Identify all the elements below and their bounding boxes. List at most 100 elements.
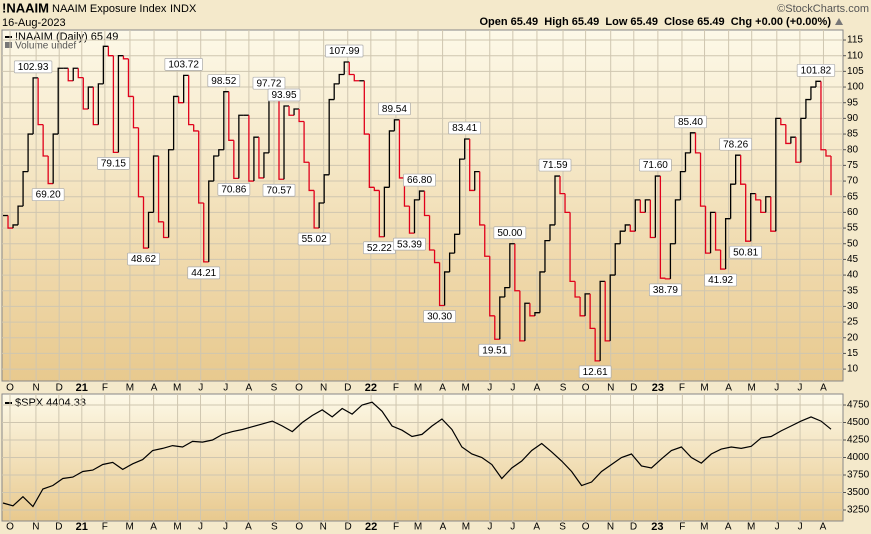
step-segment (659, 176, 666, 279)
step-segment (589, 293, 596, 329)
x-tick-label: 23 (652, 382, 664, 394)
step-segment (825, 149, 831, 157)
value-label: 50.00 (497, 228, 522, 239)
value-label-box (31, 188, 65, 201)
step-segment (499, 296, 505, 340)
step-segment (343, 61, 350, 75)
y-tick-label: 20 (847, 332, 859, 343)
y-tick-label: 30 (847, 301, 859, 312)
value-label: 78.26 (723, 139, 748, 150)
step-segment (112, 55, 119, 154)
x-tick-label: F (102, 383, 108, 394)
value-label: 52.22 (367, 243, 392, 254)
step-segment (318, 202, 325, 229)
step-segment (760, 199, 766, 214)
y-tick-label: 3250 (847, 505, 870, 516)
value-label: 83.41 (452, 123, 477, 134)
step-segment (132, 96, 139, 129)
step-segment (584, 293, 591, 316)
value-label: 50.81 (733, 247, 758, 258)
step-segment (233, 140, 239, 180)
step-segment (323, 174, 330, 203)
step-segment (674, 199, 681, 244)
value-label-box (262, 183, 296, 197)
step-segment (805, 98, 811, 119)
x-tick-label: A (150, 522, 157, 533)
value-label: 38.79 (653, 285, 678, 296)
y-tick-label: 95 (847, 97, 859, 108)
value-label: 71.59 (542, 160, 567, 171)
x-tick-label: S (271, 383, 278, 394)
step-segment (564, 193, 571, 214)
step-segment (42, 124, 49, 157)
value-label-box (796, 63, 836, 77)
step-segment (117, 55, 124, 153)
x-tick-label: A (246, 383, 253, 394)
x-tick-label: M (700, 383, 708, 394)
value-label-box (493, 226, 527, 240)
y-tick-label: 85 (847, 129, 859, 140)
step-segment (288, 105, 295, 116)
x-tick-label: A (440, 522, 447, 533)
x-tick-label: O (582, 522, 590, 533)
y-tick-label: 35 (847, 285, 859, 296)
x-tick-label: F (393, 383, 399, 394)
step-segment (664, 278, 671, 280)
value-label-box (448, 121, 482, 135)
step-segment (333, 83, 340, 100)
value-label-box (423, 310, 456, 323)
value-label-box (719, 137, 753, 151)
value-label-box (674, 115, 707, 129)
value-label-box (729, 245, 763, 259)
x-tick-label: D (345, 522, 352, 533)
step-segment (152, 155, 159, 213)
step-segment (428, 215, 435, 251)
step-segment (654, 175, 661, 238)
step-segment (699, 152, 706, 207)
value-label: 41.92 (708, 275, 733, 286)
plot: 3250 3500 3750 4000 4250 4500 4750 O N D 21 F M A M J J A… (2, 394, 870, 533)
step-segment (529, 303, 535, 317)
step-segment (398, 119, 405, 179)
x-tick-label: M (748, 383, 756, 394)
step-segment (614, 243, 621, 276)
credit: ©StockCharts.com (777, 3, 869, 15)
step-segment (147, 211, 154, 249)
y-tick-label: 4000 (847, 452, 870, 463)
step-segment (97, 83, 104, 125)
value-label-box (13, 60, 53, 74)
x-tick-label: S (560, 383, 567, 394)
y-tick-label: 4750 (847, 400, 870, 411)
step-segment (820, 81, 826, 151)
step-segment (815, 80, 821, 88)
step-segment (137, 127, 144, 198)
x-tick-label: J (774, 383, 779, 394)
step-segment (308, 162, 315, 192)
x-tick-label: M (126, 383, 134, 394)
step-segment (494, 315, 500, 340)
x-tick-label: J (198, 383, 203, 394)
value-label-box (639, 158, 672, 172)
x-tick-label: O (6, 383, 14, 394)
step-segment (418, 190, 425, 200)
y-tick-label: 60 (847, 207, 859, 218)
step-segment (554, 175, 561, 225)
step-segment (524, 302, 530, 341)
step-segment (579, 297, 586, 317)
step-segment (77, 68, 84, 79)
x-tick-label: J (798, 522, 803, 533)
x-tick-label: F (102, 522, 108, 533)
step-segment (735, 154, 741, 185)
step-segment (57, 67, 64, 135)
step-segment (729, 183, 736, 219)
step-segment (704, 206, 711, 254)
step-segment (549, 224, 555, 241)
step-segment (218, 149, 224, 156)
x-tick-label: N (33, 383, 40, 394)
step-segment (228, 91, 234, 141)
step-segment (569, 212, 576, 282)
step-segment (383, 186, 390, 237)
value-label: 71.60 (643, 160, 668, 171)
value-label-box (403, 173, 436, 187)
step-segment (278, 99, 285, 180)
